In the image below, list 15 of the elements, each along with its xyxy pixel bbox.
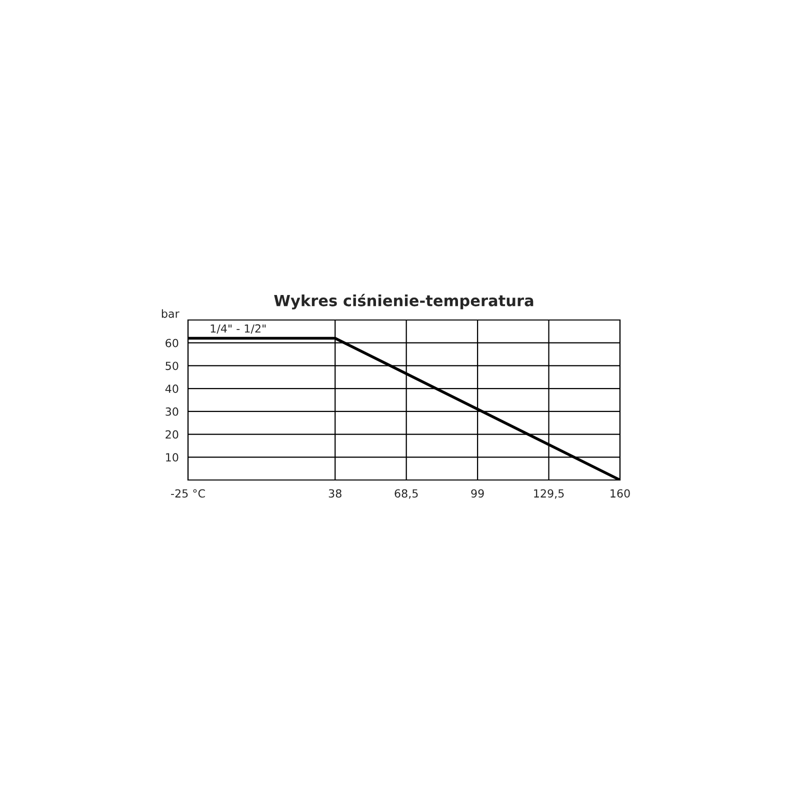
series-label: 1/4" - 1/2" [210, 324, 266, 334]
y-tick-label: 10 [166, 453, 178, 462]
x-tick-label: 129,5 [534, 489, 564, 499]
y-tick-label: 50 [166, 362, 178, 370]
y-tick-label: 30 [166, 407, 178, 416]
x-tick-label: 68,5 [394, 489, 418, 499]
x-tick-label: -25 °C [171, 489, 205, 498]
y-tick-label: 40 [165, 384, 178, 393]
y-tick-label: 60 [166, 338, 178, 348]
y-tick-label: 20 [166, 430, 178, 439]
x-tick-label: 160 [610, 489, 630, 498]
y-axis-title: bar [162, 309, 180, 318]
chart-title: Wykres ciśnienie-temperatura [274, 294, 534, 310]
x-tick-label: 38 [328, 489, 342, 498]
x-tick-label: 99 [471, 489, 484, 498]
